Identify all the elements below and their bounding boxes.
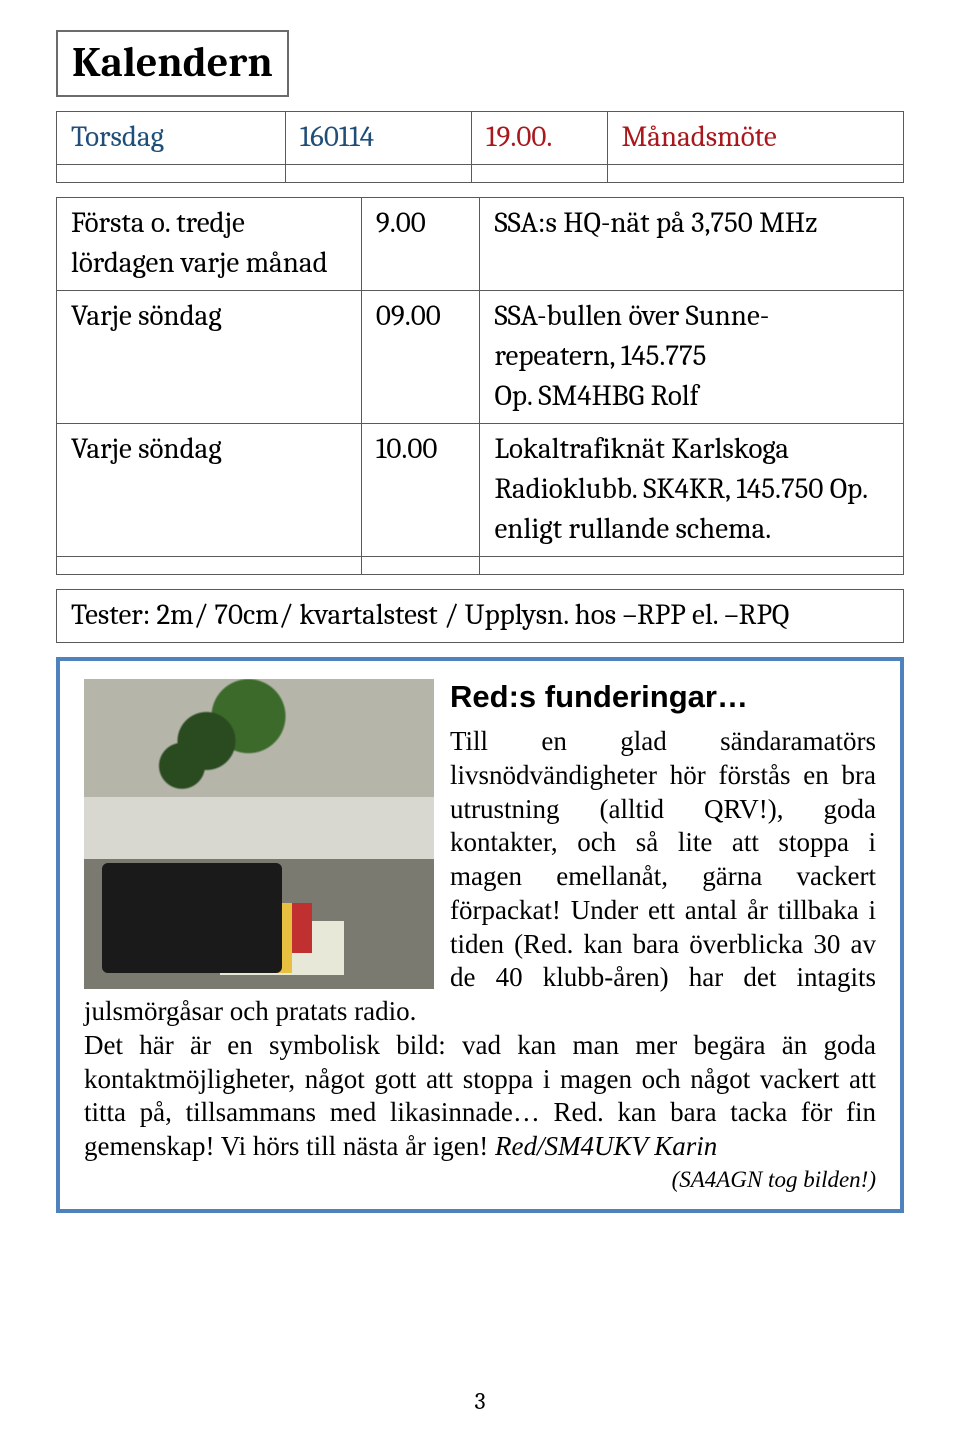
table-row [57, 557, 904, 575]
day-cell: Torsdag [71, 121, 164, 154]
desc-cell: Månadsmöte [622, 121, 777, 154]
page-title: Kalendern [72, 38, 273, 87]
table-row: Torsdag 160114 19.00. Månadsmöte [57, 112, 904, 165]
calendar-main: Första o. tredje lördagen varje månad 9.… [56, 197, 904, 575]
time-cell: 09.00 [376, 300, 441, 333]
article-signature: Red/SM4UKV Karin [495, 1131, 717, 1161]
footer-cell: Tester: 2m/ 70cm/ kvartalstest / Upplysn… [71, 599, 789, 632]
table-row: Varje söndag 10.00 Lokaltrafiknät Karlsk… [57, 424, 904, 557]
calendar-footer: Tester: 2m/ 70cm/ kvartalstest / Upplysn… [56, 589, 904, 643]
article-photo [84, 679, 434, 989]
table-row: Första o. tredje lördagen varje månad 9.… [57, 198, 904, 291]
table-row: Tester: 2m/ 70cm/ kvartalstest / Upplysn… [57, 590, 904, 643]
time-cell: 19.00. [486, 121, 552, 154]
calendar-top: Torsdag 160114 19.00. Månadsmöte [56, 111, 904, 183]
when-cell: Varje söndag [71, 300, 222, 333]
page-number: 3 [0, 1387, 960, 1415]
desc-cell: Lokaltrafiknät Karlskoga Radioklubb. SK4… [494, 433, 867, 546]
header-box: Kalendern [56, 30, 289, 97]
desc-cell: SSA-bullen över Sunne-repeatern, 145.775… [494, 300, 769, 413]
when-cell: Varje söndag [71, 433, 222, 466]
time-cell: 10.00 [376, 433, 437, 466]
table-row: Varje söndag 09.00 SSA-bullen över Sunne… [57, 291, 904, 424]
desc-cell: SSA:s HQ-nät på 3,750 MHz [494, 207, 817, 240]
time-cell: 9.00 [376, 207, 426, 240]
article-box: Red:s funderingar… Till en glad sändaram… [56, 657, 904, 1213]
article-credit: (SA4AGN tog bilden!) [84, 1166, 876, 1195]
article-para2: Det här är en symbolisk bild: vad kan ma… [84, 1030, 876, 1161]
when-cell: Första o. tredje lördagen varje månad [71, 207, 328, 280]
table-row [57, 165, 904, 183]
date-cell: 160114 [300, 121, 374, 154]
